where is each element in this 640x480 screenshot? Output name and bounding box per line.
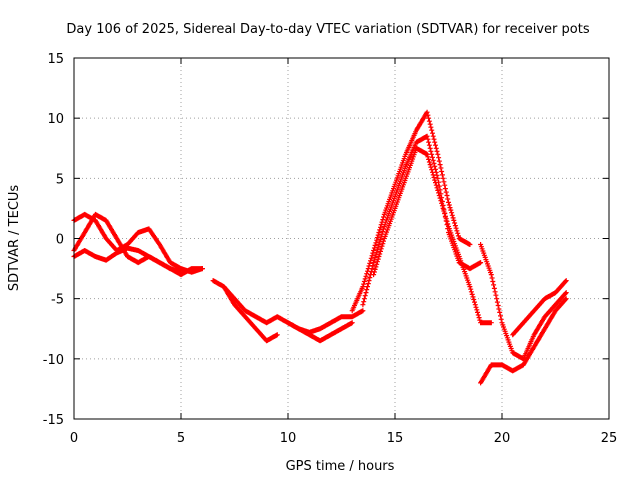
plus-markers (478, 242, 569, 362)
x-tick-label: 0 (70, 431, 78, 446)
y-tick-label: -15 (43, 413, 64, 428)
y-axis-ticks: -15 -10 -5 0 5 10 15 (43, 52, 609, 428)
plus-markers (349, 109, 473, 314)
x-tick-label: 15 (387, 431, 404, 446)
series-track-10 (478, 242, 569, 362)
series-track-5 (221, 284, 280, 344)
y-tick-label: -5 (51, 293, 64, 308)
plus-markers (478, 296, 569, 386)
plus-markers (510, 278, 569, 338)
x-axis-label: GPS time / hours (286, 459, 395, 474)
x-tick-label: 25 (601, 431, 618, 446)
y-tick-label: 0 (56, 233, 64, 248)
x-tick-label: 5 (177, 431, 185, 446)
y-tick-label: -10 (43, 353, 64, 368)
series-track-7 (349, 109, 473, 314)
series-track-9 (371, 145, 494, 326)
series-track-3 (71, 211, 205, 278)
y-tick-label: 10 (47, 112, 64, 127)
x-tick-label: 10 (280, 431, 297, 446)
x-tick-label: 20 (494, 431, 511, 446)
plus-markers (221, 284, 280, 344)
grid-lines (74, 58, 609, 419)
series-track-6 (285, 320, 355, 344)
chart-title: Day 106 of 2025, Sidereal Day-to-day VTE… (66, 22, 589, 37)
y-tick-label: 5 (56, 172, 64, 187)
plus-markers (285, 320, 355, 344)
y-axis-label: SDTVAR / TECUs (7, 185, 22, 292)
series-track-11 (478, 296, 569, 386)
series-track-12 (510, 278, 569, 338)
x-axis-ticks: 0 5 10 15 20 25 (70, 58, 617, 446)
series-track-8 (360, 133, 484, 308)
plus-markers (71, 211, 205, 278)
data-points (71, 109, 569, 386)
plus-markers (360, 133, 484, 308)
y-tick-label: 15 (47, 52, 64, 67)
plus-markers (371, 145, 494, 326)
